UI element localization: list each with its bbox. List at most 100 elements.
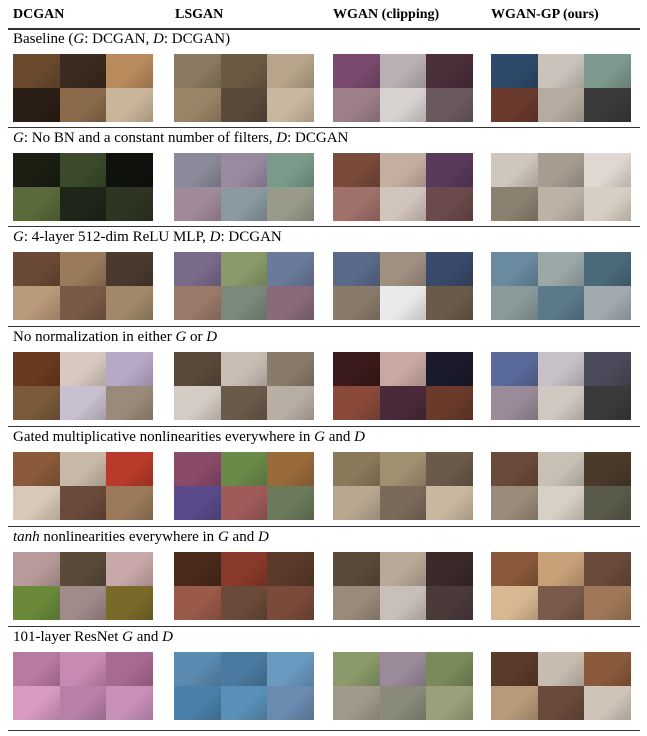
generated-sample-image	[491, 452, 538, 486]
caption-text: : 4-layer 512-dim ReLU MLP,	[23, 229, 210, 245]
generated-sample-image	[537, 586, 585, 620]
sample-grid-dcgan	[13, 54, 153, 122]
generated-sample-image	[13, 252, 60, 286]
generated-sample-image	[174, 452, 221, 486]
generated-sample-image	[426, 153, 473, 187]
generated-sample-image	[426, 286, 473, 320]
sample-grid-wgan-clipping	[333, 153, 473, 221]
generated-sample-image	[379, 586, 427, 620]
generated-sample-image	[220, 652, 268, 686]
generated-sample-image	[584, 54, 631, 88]
generated-sample-image	[59, 54, 107, 88]
sample-grid-dcgan	[13, 652, 153, 720]
caption-math-symbol: tanh	[13, 529, 40, 545]
generated-sample-image	[333, 652, 380, 686]
sample-grid-lsgan	[174, 352, 314, 420]
generated-sample-image	[13, 88, 60, 122]
generated-sample-image	[584, 586, 631, 620]
generated-sample-image	[174, 54, 221, 88]
caption-math-symbol: D	[153, 31, 164, 47]
generated-sample-image	[106, 686, 153, 720]
generated-sample-image	[59, 652, 107, 686]
row-divider	[8, 626, 640, 627]
caption-text: Gated multiplicative nonlinearities ever…	[13, 429, 315, 445]
generated-sample-image	[174, 153, 221, 187]
row-caption: No normalization in either G or D	[13, 329, 217, 346]
generated-sample-image	[333, 452, 380, 486]
caption-math-symbol: G	[217, 529, 229, 545]
caption-math-symbol: D	[209, 229, 221, 245]
generated-sample-image	[426, 187, 473, 221]
generated-sample-image	[267, 586, 314, 620]
generated-sample-image	[267, 686, 314, 720]
generated-sample-image	[379, 486, 427, 520]
sample-grid-lsgan	[174, 452, 314, 520]
row-divider	[8, 326, 640, 327]
generated-sample-image	[220, 187, 268, 221]
result-row: G: No BN and a constant number of filter…	[0, 127, 647, 227]
generated-sample-image	[379, 187, 427, 221]
generated-sample-image	[379, 652, 427, 686]
generated-sample-image	[13, 552, 60, 586]
generated-sample-image	[537, 352, 585, 386]
sample-grid-wgan-gp	[491, 552, 631, 620]
generated-sample-image	[491, 586, 538, 620]
generated-sample-image	[426, 686, 473, 720]
generated-sample-image	[59, 286, 107, 320]
generated-sample-image	[174, 386, 221, 420]
generated-sample-image	[13, 586, 60, 620]
generated-sample-image	[106, 452, 153, 486]
generated-sample-image	[106, 153, 153, 187]
generated-sample-image	[426, 386, 473, 420]
generated-sample-image	[491, 652, 538, 686]
generated-sample-image	[491, 187, 538, 221]
column-header-lsgan: LSGAN	[175, 7, 224, 22]
generated-sample-image	[491, 686, 538, 720]
sample-grid-dcgan	[13, 452, 153, 520]
generated-sample-image	[537, 652, 585, 686]
generated-sample-image	[174, 586, 221, 620]
caption-math-symbol: D	[257, 529, 269, 545]
generated-sample-image	[491, 88, 538, 122]
generated-sample-image	[174, 652, 221, 686]
generated-sample-image	[426, 352, 473, 386]
generated-sample-image	[379, 252, 427, 286]
generated-sample-image	[59, 552, 107, 586]
row-caption: 101-layer ResNet G and D	[13, 629, 173, 646]
caption-math-symbol: D	[276, 130, 288, 146]
row-caption: Gated multiplicative nonlinearities ever…	[13, 429, 365, 446]
generated-sample-image	[106, 586, 153, 620]
sample-grid-dcgan	[13, 352, 153, 420]
column-header-wgan-clipping: WGAN (clipping)	[333, 7, 440, 22]
generated-sample-image	[333, 187, 380, 221]
row-divider	[8, 127, 640, 128]
result-row: No normalization in either G or D	[0, 326, 647, 426]
generated-sample-image	[59, 586, 107, 620]
generated-sample-image	[426, 552, 473, 586]
generated-sample-image	[220, 686, 268, 720]
caption-math-symbol: D	[162, 629, 173, 645]
row-divider	[8, 426, 640, 427]
generated-sample-image	[537, 552, 585, 586]
generated-sample-image	[220, 352, 268, 386]
column-header-wgan-gp: WGAN-GP (ours)	[491, 7, 599, 22]
sample-grid-wgan-gp	[491, 652, 631, 720]
generated-sample-image	[220, 252, 268, 286]
sample-grid-lsgan	[174, 652, 314, 720]
table-bottom-rule	[8, 730, 640, 731]
sample-grid-wgan-clipping	[333, 252, 473, 320]
row-divider	[8, 526, 640, 527]
generated-sample-image	[220, 386, 268, 420]
generated-sample-image	[59, 252, 107, 286]
generated-sample-image	[267, 88, 314, 122]
generated-sample-image	[174, 88, 221, 122]
caption-text: and	[132, 629, 163, 645]
generated-sample-image	[59, 153, 107, 187]
generated-sample-image	[426, 586, 473, 620]
generated-sample-image	[537, 187, 585, 221]
caption-text: : DCGAN)	[163, 31, 231, 47]
sample-grid-wgan-gp	[491, 452, 631, 520]
row-caption: G: 4-layer 512-dim ReLU MLP, D: DCGAN	[13, 229, 282, 246]
generated-sample-image	[267, 652, 314, 686]
generated-sample-image	[59, 386, 107, 420]
